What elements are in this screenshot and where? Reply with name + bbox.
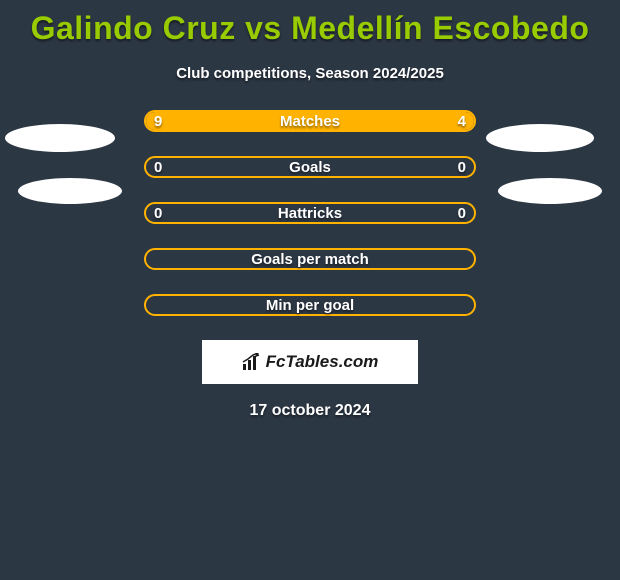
value-right: 0 [458,202,466,224]
value-right: 0 [458,156,466,178]
player-right-head-1 [486,124,594,152]
date: 17 october 2024 [0,402,620,420]
player-left-head-2 [18,178,122,204]
page-title: Galindo Cruz vs Medellín Escobedo [0,0,620,47]
stat-label: Hattricks [144,202,476,224]
stat-label: Goals per match [144,248,476,270]
subtitle: Club competitions, Season 2024/2025 [0,65,620,82]
stat-row-goals: 0 Goals 0 [144,156,476,178]
stat-label: Goals [144,156,476,178]
stat-row-hattricks: 0 Hattricks 0 [144,202,476,224]
stat-label: Matches [144,110,476,132]
stat-row-min-per-goal: Min per goal [144,294,476,316]
stat-label: Min per goal [144,294,476,316]
comparison-chart: 9 Matches 4 0 Goals 0 0 Hattricks 0 Goal… [0,110,620,316]
player-right-head-2 [498,178,602,204]
stat-row-goals-per-match: Goals per match [144,248,476,270]
stat-row-matches: 9 Matches 4 [144,110,476,132]
value-right: 4 [458,110,466,132]
player-left-head-1 [5,124,115,152]
bar-chart-icon [242,353,262,371]
logo: FcTables.com [242,352,379,372]
logo-box: FcTables.com [202,340,418,384]
logo-text: FcTables.com [266,352,379,372]
